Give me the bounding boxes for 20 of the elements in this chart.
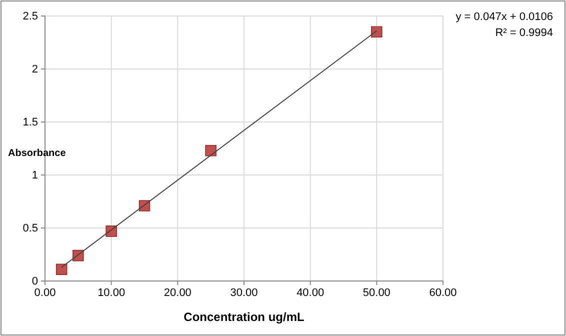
y-tick-label: 2: [32, 64, 38, 76]
text: y = 0.047x + 0.0106: [456, 11, 553, 23]
y-axis-title: Absorbance: [8, 148, 66, 159]
x-tick-label: 60.00: [429, 286, 457, 299]
point: [56, 264, 68, 275]
y-tick-label: 2.5: [22, 10, 38, 23]
x-tick-label: 40.00: [296, 286, 324, 299]
y-tick-label: 0: [32, 276, 38, 288]
x-tick-label: 0.00: [34, 286, 56, 299]
x-tick-label: 30.00: [230, 286, 258, 299]
y-tick-label: 0.5: [22, 222, 38, 235]
point: [371, 26, 382, 38]
y-tick-label: 1: [32, 170, 38, 182]
x-tick-label: 20.00: [164, 286, 192, 299]
text: R² = 0.9994: [495, 27, 553, 39]
x-tick-label: 10.00: [98, 286, 126, 299]
point: [205, 144, 216, 156]
y-tick-label: 1.5: [22, 116, 38, 129]
x-axis-title: Concentration ug/mL: [184, 310, 304, 324]
x-tick-label: 50.00: [362, 286, 390, 299]
